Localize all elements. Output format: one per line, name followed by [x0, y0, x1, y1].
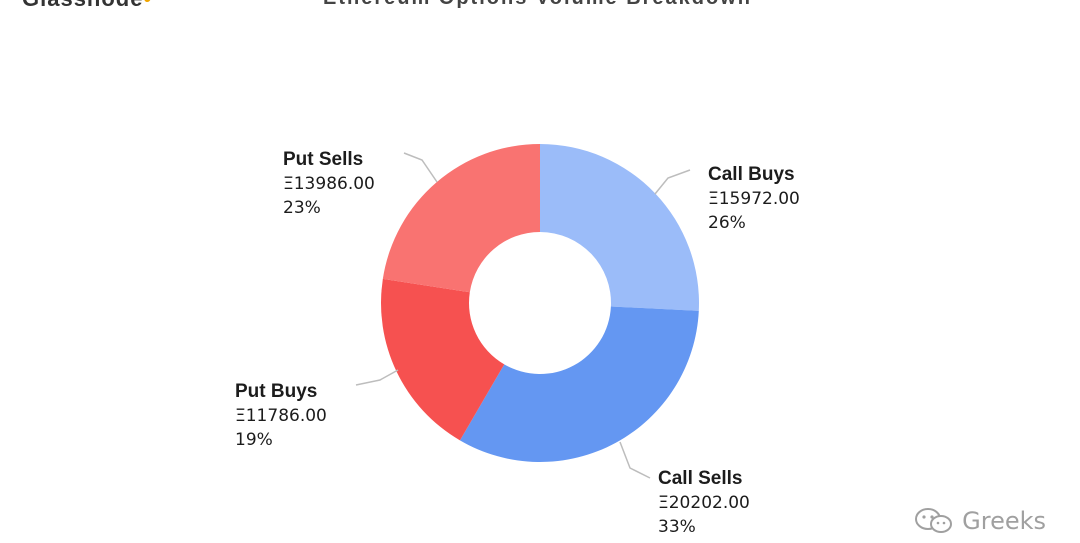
slice-label-name: Call Buys: [708, 164, 795, 185]
chart-labels: Call Buys Ξ15972.00 26% Call Sells Ξ20202.00…: [235, 149, 800, 537]
wechat-icon: [915, 508, 953, 533]
slice-label-percent: 19%: [235, 430, 273, 450]
brand-logo-text: Glassnode: [22, 0, 143, 11]
slice-label-name: Put Sells: [283, 149, 363, 170]
leader-line-put-buys: [355, 369, 399, 386]
watermark: Greeks: [914, 507, 1046, 535]
slice-label-value: Ξ11786.00: [235, 406, 327, 426]
slice-put-sells[interactable]: [382, 144, 540, 293]
slice-label-name: Put Buys: [235, 381, 317, 402]
slice-label-percent: 26%: [708, 213, 746, 233]
chart-title: Ethereum Options Volume Breakdown: [320, 0, 755, 10]
slice-call-sells[interactable]: [459, 306, 699, 462]
slice-label-name: Call Sells: [658, 468, 743, 489]
slice-label-value: Ξ20202.00: [658, 493, 750, 513]
leader-line-call-buys: [654, 169, 691, 195]
chart-slices: [381, 144, 699, 462]
brand-logo-dot: •: [143, 0, 152, 11]
slice-label-percent: 23%: [283, 198, 321, 218]
slice-label-percent: 33%: [658, 517, 696, 537]
brand-logo: Glassnode•: [22, 0, 152, 12]
leader-line-put-sells: [403, 152, 438, 183]
slice-label-value: Ξ13986.00: [283, 174, 375, 194]
watermark-text: Greeks: [962, 507, 1046, 535]
leader-line-call-sells: [619, 441, 651, 479]
slice-put-buys[interactable]: [381, 278, 505, 441]
slice-label-value: Ξ15972.00: [708, 189, 800, 209]
slice-call-buys[interactable]: [540, 144, 699, 311]
chart-leader-lines: [355, 152, 691, 479]
